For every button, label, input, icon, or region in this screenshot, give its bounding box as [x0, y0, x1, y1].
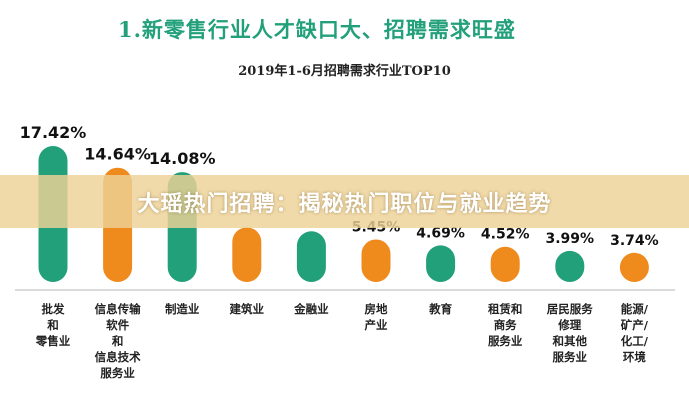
- category-label-line: 教育: [429, 302, 453, 316]
- value-label-3: 14.08%: [149, 149, 216, 168]
- category-label-9: 居民服务修理和其他服务业: [535, 301, 605, 365]
- bar-10: [619, 252, 649, 282]
- category-label-1: 批发和零售业: [18, 301, 88, 349]
- category-label-line: 商务: [493, 318, 517, 332]
- bar-8: [490, 246, 520, 282]
- value-label-2: 14.64%: [84, 145, 151, 164]
- category-label-line: 租赁和: [487, 302, 523, 316]
- category-label-line: 零售业: [35, 334, 71, 348]
- category-label-line: 和: [111, 334, 124, 348]
- bar-6: [361, 239, 391, 282]
- category-label-line: 金融业: [294, 302, 329, 316]
- banner-title: 大瑶热门招聘：揭秘热门职位与就业趋势: [137, 192, 552, 217]
- value-label-9: 3.99%: [546, 231, 595, 247]
- category-label-line: 软件: [106, 318, 130, 332]
- category-label-line: 居民服务: [546, 302, 593, 316]
- category-label-line: 服务业: [100, 366, 135, 380]
- bar-9: [555, 250, 585, 282]
- category-label-line: 批发: [41, 302, 65, 316]
- category-label-line: 制造业: [164, 302, 200, 316]
- category-label-line: 修理: [558, 318, 582, 332]
- category-label-8: 租赁和 商务 服务业: [470, 301, 540, 349]
- category-label-line: 服务业: [552, 350, 588, 364]
- category-label-line: 和: [47, 318, 59, 332]
- section-heading: 1.新零售行业人才缺口大、招聘需求旺盛: [118, 17, 516, 42]
- category-label-6: 房地 产业: [341, 301, 411, 333]
- title-banner: [0, 175, 689, 228]
- category-label-7: 教育: [406, 301, 476, 317]
- value-label-10: 3.74%: [610, 233, 659, 249]
- value-label-1: 17.42%: [20, 123, 87, 142]
- category-label-3: 制造业: [147, 301, 217, 317]
- value-label-7: 4.69%: [416, 225, 465, 241]
- category-label-line: 信息传输: [94, 302, 141, 316]
- category-label-line: 化工/: [620, 334, 648, 348]
- bar-7: [426, 245, 456, 282]
- category-label-line: 产业: [364, 318, 388, 332]
- category-label-10: 能源/矿产/化工/环境: [599, 301, 669, 365]
- category-label-line: 房地: [364, 302, 388, 316]
- value-label-8: 4.52%: [481, 227, 530, 243]
- category-label-line: 服务业: [487, 334, 523, 348]
- category-label-line: 矿产/: [620, 318, 648, 332]
- category-label-5: 金融业: [276, 301, 346, 317]
- category-label-line: 建筑业: [229, 302, 265, 316]
- chart-title: 2019年1-6月招聘需求行业TOP10: [238, 64, 451, 79]
- category-label-4: 建筑业: [212, 301, 282, 317]
- category-label-line: 信息技术: [94, 350, 141, 364]
- bar-5: [296, 231, 326, 282]
- category-label-line: 环境: [622, 350, 646, 364]
- category-label-line: 能源/: [620, 302, 648, 316]
- category-label-line: 和其他: [552, 334, 588, 348]
- category-label-2: 信息传输软件和信息技术服务业: [83, 301, 153, 381]
- bar-4: [232, 227, 262, 282]
